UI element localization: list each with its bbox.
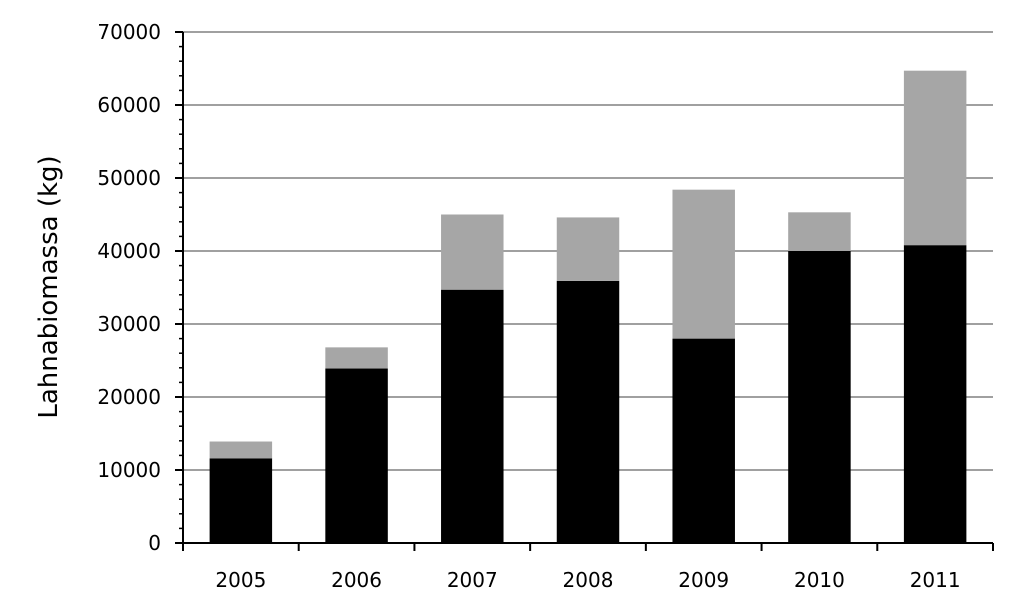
y-tick-label: 20000 xyxy=(97,385,161,409)
y-tick-label: 60000 xyxy=(97,93,161,117)
y-axis-title: Lahnabiomassa (kg) xyxy=(34,155,64,418)
y-tick-labels: 0 10000 20000 30000 40000 50000 60000 70000 xyxy=(97,20,161,555)
y-tick-label: 70000 xyxy=(97,20,161,44)
x-tick-label: 2007 xyxy=(447,568,498,592)
bar-2011-segment-1 xyxy=(903,245,967,543)
bar-2009-segment-2 xyxy=(672,189,735,339)
bar-2005-segment-1 xyxy=(209,458,273,543)
bar-2006-segment-1 xyxy=(325,368,388,543)
x-tick-label: 2010 xyxy=(794,568,845,592)
x-tick-label: 2005 xyxy=(215,568,266,592)
y-tick-label: 10000 xyxy=(97,458,161,482)
y-tick-label: 50000 xyxy=(97,166,161,190)
bar-2007-segment-1 xyxy=(441,289,504,543)
x-tick-label: 2006 xyxy=(331,568,382,592)
y-tick-label: 0 xyxy=(148,531,161,555)
bar-2009-segment-1 xyxy=(672,338,735,543)
bar-2006-segment-2 xyxy=(325,347,388,369)
bar-2008-segment-2 xyxy=(556,217,620,281)
x-tick-label: 2011 xyxy=(910,568,961,592)
bar-2011-segment-2 xyxy=(903,70,967,246)
bar-2010-segment-2 xyxy=(788,212,851,251)
bars xyxy=(209,70,967,543)
y-tick-label: 40000 xyxy=(97,239,161,263)
axes xyxy=(175,31,994,551)
bar-2005-segment-2 xyxy=(209,441,273,459)
bar-2010-segment-1 xyxy=(788,251,851,543)
y-tick-label: 30000 xyxy=(97,312,161,336)
x-tick-labels: 2005 2006 2007 2008 2009 2010 2011 xyxy=(215,568,960,592)
bar-2008-segment-1 xyxy=(556,280,620,543)
bar-2007-segment-2 xyxy=(441,214,504,290)
x-tick-label: 2008 xyxy=(563,568,614,592)
x-tick-label: 2009 xyxy=(678,568,729,592)
